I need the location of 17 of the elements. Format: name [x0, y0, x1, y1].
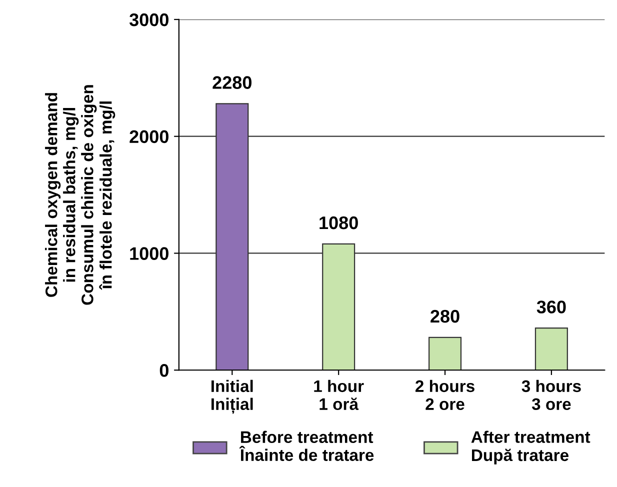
data-label: 2280 [212, 76, 252, 89]
y-tick-label: 0 [160, 364, 168, 377]
bar [534, 327, 568, 370]
y-tick-label: 3000 [129, 13, 168, 26]
legend-label: Before treatment Înainte de tratare [239, 430, 374, 462]
data-label: 280 [430, 310, 460, 323]
y-tick-label: 2000 [130, 130, 168, 144]
y-axis-title: Chemical oxygen demand in residual baths, mg/l Consumul chimic de oxigen în flotele reziduale, mg/l [45, 85, 116, 305]
x-tick-label: 2 hours 2 ore [415, 380, 474, 410]
x-tick-label: Initial Inițial [212, 380, 253, 414]
y-tick-label: 1000 [130, 247, 168, 260]
x-tick-label: 1 hour 1 oră [314, 380, 364, 410]
legend-label: After treatment După tratare [471, 430, 590, 464]
data-label: 1080 [320, 216, 358, 230]
x-tick-label: 3 hours 3 ore [522, 380, 581, 410]
bar [428, 336, 462, 370]
data-label: 360 [536, 300, 566, 314]
